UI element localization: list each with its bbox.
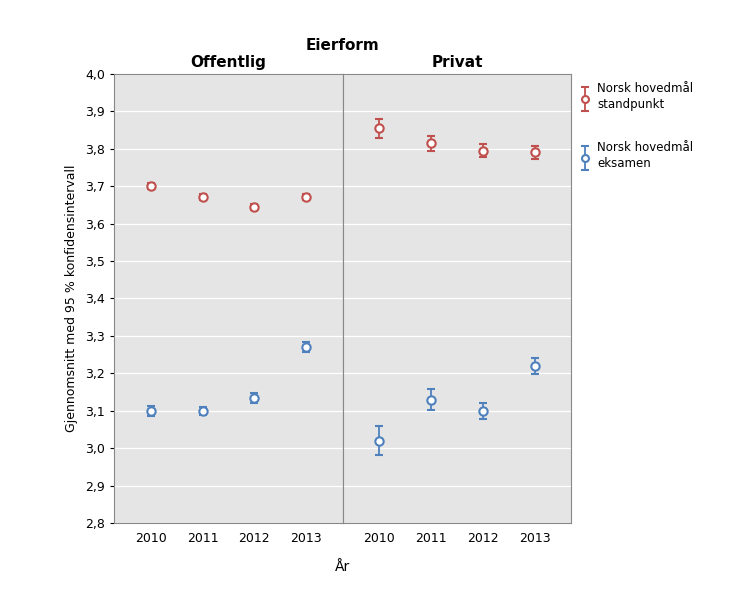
Title: Offentlig: Offentlig xyxy=(191,55,266,70)
Title: Privat: Privat xyxy=(431,55,483,70)
Text: Norsk hovedmål
eksamen: Norsk hovedmål eksamen xyxy=(597,141,693,170)
Text: Norsk hovedmål
standpunkt: Norsk hovedmål standpunkt xyxy=(597,82,693,111)
Text: År: År xyxy=(335,560,350,574)
Text: Eierform: Eierform xyxy=(306,38,380,53)
Y-axis label: Gjennomsnitt med 95 % konfidensintervall: Gjennomsnitt med 95 % konfidensintervall xyxy=(66,165,78,432)
